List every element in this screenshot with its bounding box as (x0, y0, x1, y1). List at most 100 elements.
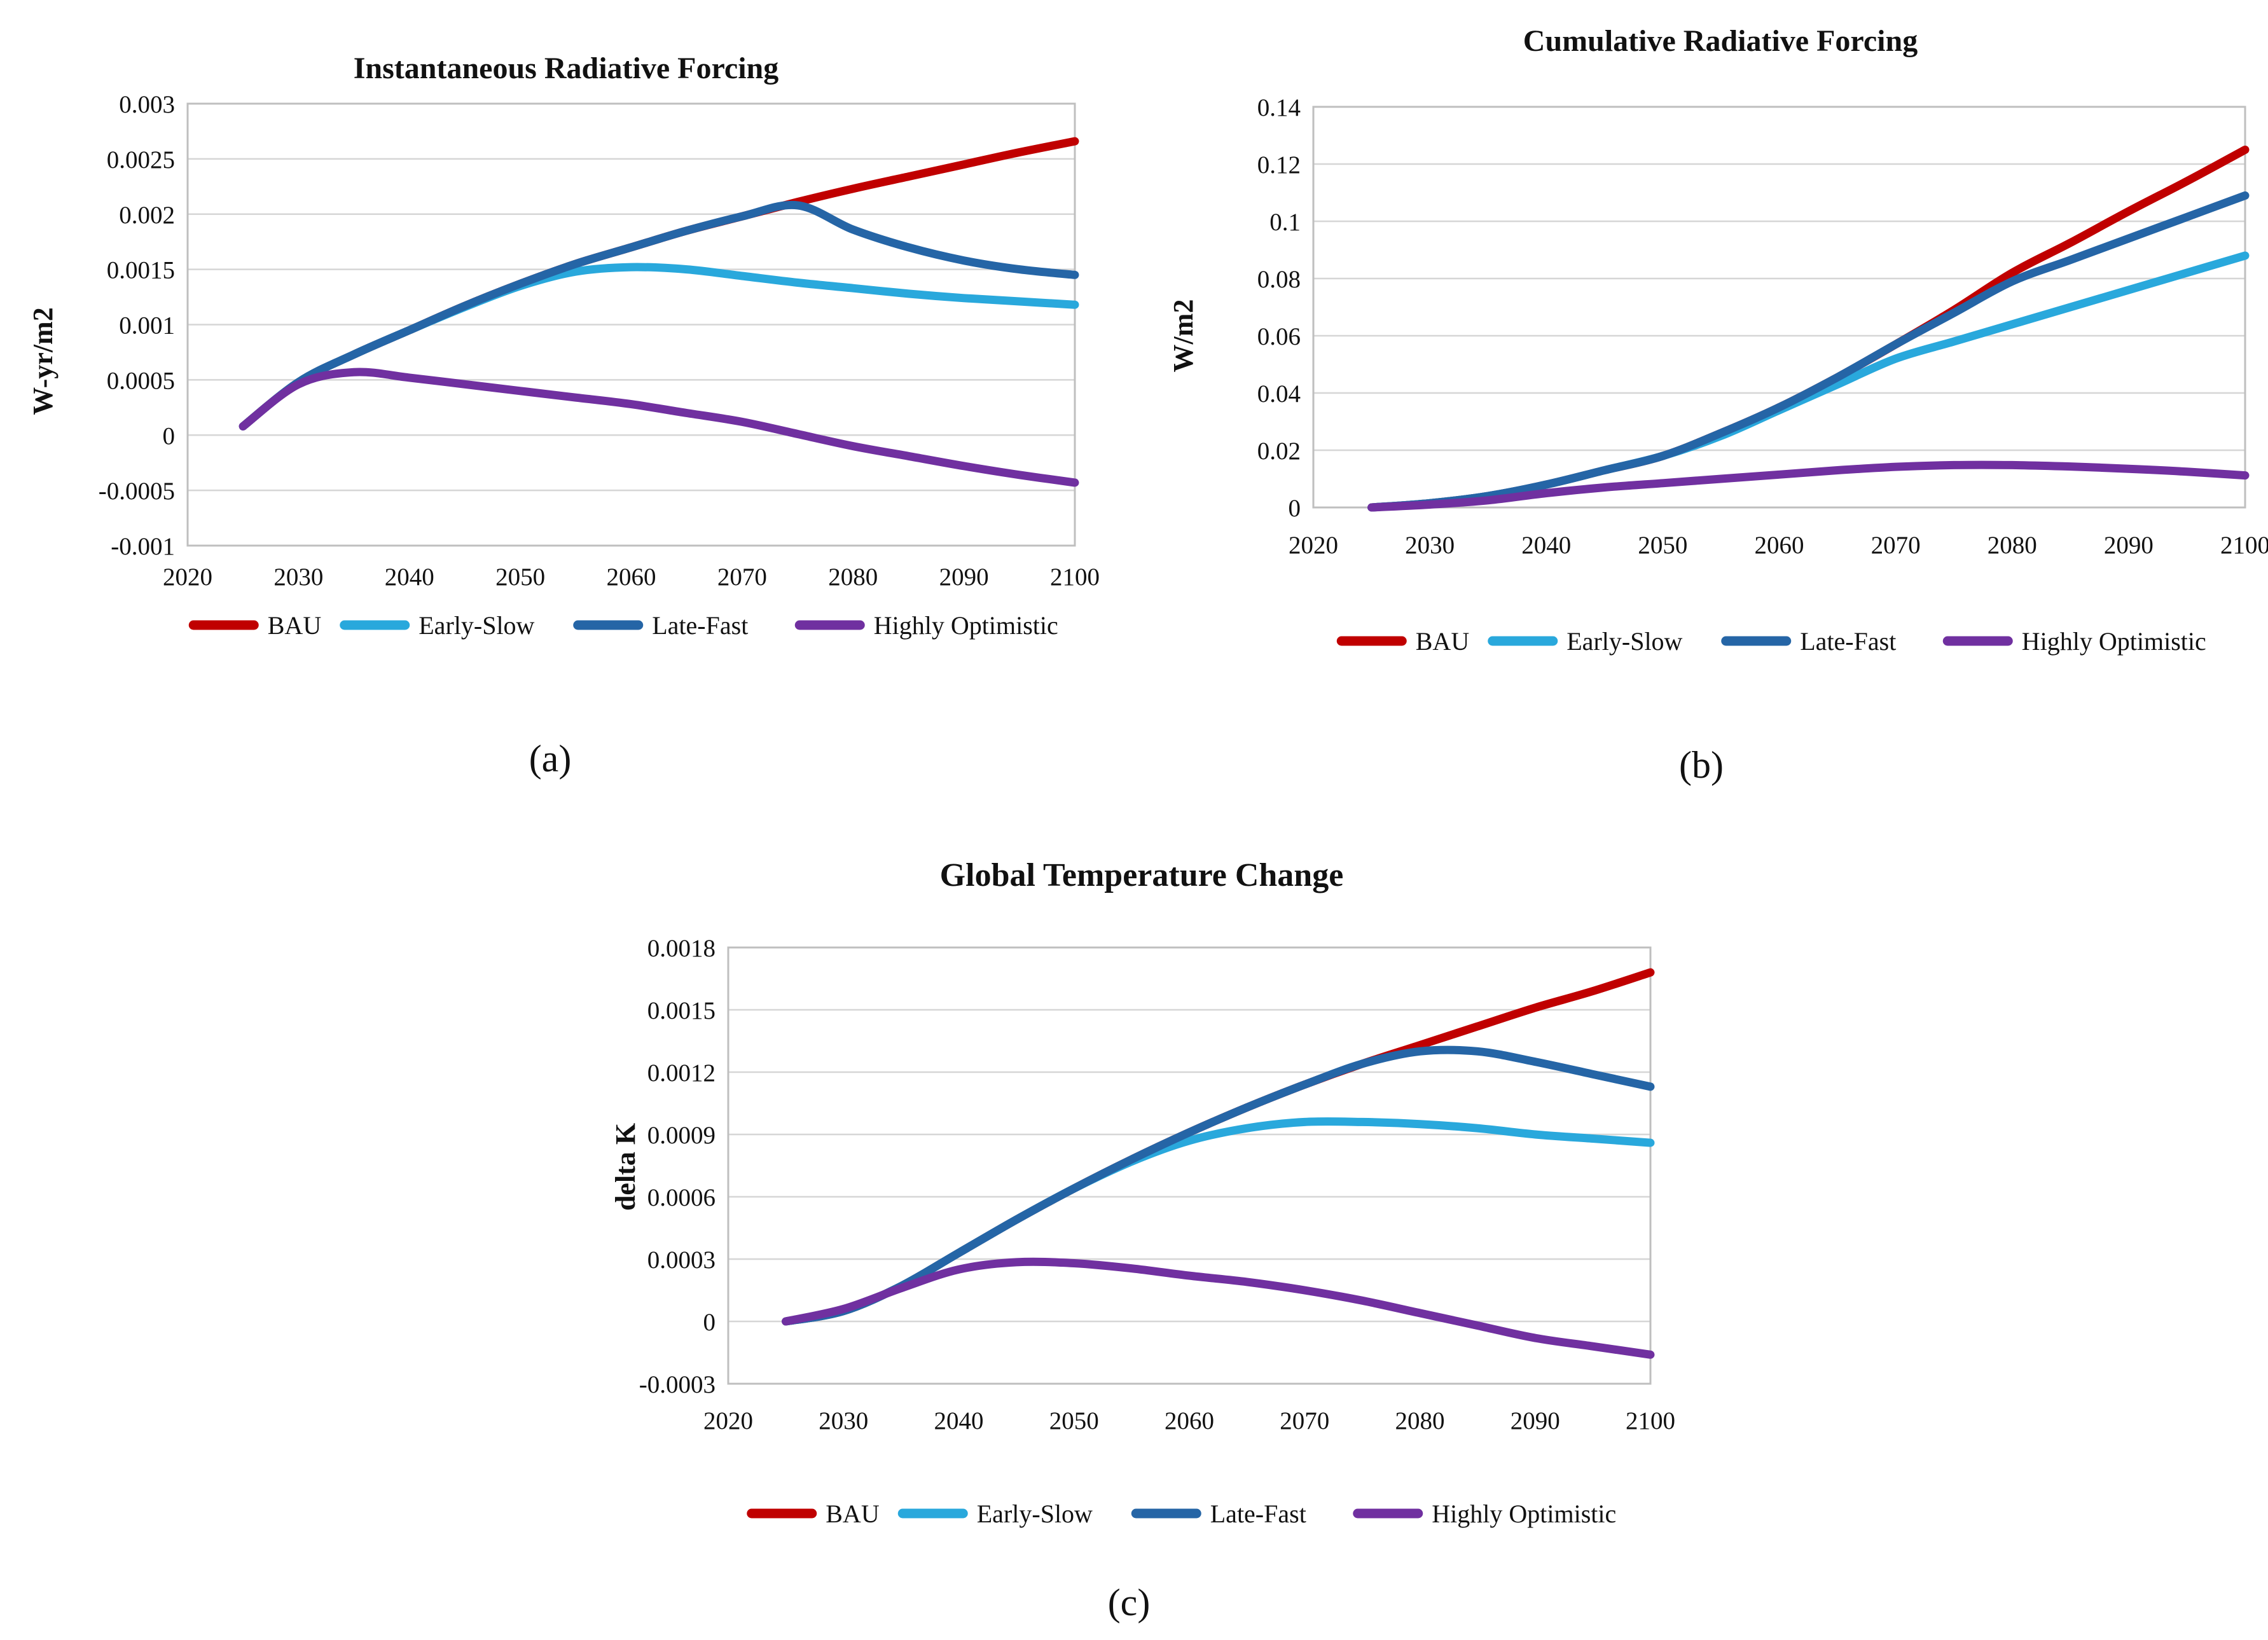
plot-border (186, 102, 1076, 547)
y-tick-label: 0.0006 (647, 1184, 716, 1211)
legend-label: Highly Optimistic (2022, 627, 2206, 656)
chart-c-plot-area: 0.0018 0.0015 0.0012 0.0009 0.0006 0.0003 0 -0.… (639, 935, 1675, 1528)
y-tick-label: 0.0012 (647, 1059, 716, 1087)
x-tick-label: 2090 (939, 563, 989, 591)
y-tick-label: 0.002 (119, 202, 175, 229)
y-tick-label: 0.12 (1257, 151, 1301, 179)
legend-color-chip (747, 1508, 817, 1519)
legend-label: Early-Slow (418, 611, 534, 640)
legend-item-late-fast: Late-Fast (573, 611, 748, 640)
x-tick-label: 2080 (1988, 532, 2037, 559)
x-tick-label: 2050 (1638, 532, 1687, 559)
x-tick-label: 2070 (1871, 532, 1921, 559)
x-tick-label: 2020 (1289, 532, 1338, 559)
legend-label: BAU (826, 1499, 880, 1528)
x-tick-label: 2070 (717, 563, 767, 591)
chart-c-title: Global Temperature Change (940, 857, 1344, 893)
y-tick-label: 0.003 (119, 91, 175, 118)
x-tick-label: 2050 (1049, 1407, 1099, 1435)
legend-item-late-fast: Late-Fast (1721, 627, 1896, 656)
x-tick-label: 2040 (385, 563, 434, 591)
legend-item-early-slow: Early-Slow (340, 611, 535, 640)
x-tick-label: 2100 (1050, 563, 1100, 591)
legend-color-chip (1336, 636, 1407, 646)
chart-b-plot-area: 0.14 0.12 0.1 0.08 0.06 0.04 0.02 0 2020 2030 2040… (1257, 94, 2268, 656)
x-tick-label: 2080 (828, 563, 878, 591)
x-tick-label: 2070 (1280, 1407, 1329, 1435)
chart-instantaneous-radiative-forcing: Instantaneous Radiative Forcing W-yr/m2 … (19, 5, 1119, 813)
x-tick-label: 2030 (1405, 532, 1455, 559)
chart-a-svg: Instantaneous Radiative Forcing W-yr/m2 … (27, 52, 1100, 780)
x-tick-label: 2030 (273, 563, 323, 591)
chart-global-temperature-change: Global Temperature Change delta K 0.0018… (566, 823, 1749, 1640)
chart-b-title: Cumulative Radiative Forcing (1523, 24, 1918, 58)
chart-b-y-axis-label: W/m2 (1168, 300, 1199, 373)
legend-item-early-slow: Early-Slow (897, 1499, 1093, 1528)
x-tick-label: 2060 (1755, 532, 1804, 559)
x-tick-label: 2040 (1521, 532, 1571, 559)
x-tick-label: 2080 (1395, 1407, 1445, 1435)
x-tick-label: 2100 (1626, 1407, 1675, 1435)
y-tick-label: 0.06 (1257, 323, 1301, 350)
y-tick-label: 0.0009 (647, 1122, 716, 1149)
y-tick-label: 0.04 (1257, 380, 1301, 408)
y-tick-label: 0.0005 (107, 367, 175, 394)
legend-item-bau: BAU (747, 1499, 880, 1528)
plot-border (727, 946, 1652, 1385)
x-tick-label: 2020 (703, 1407, 753, 1435)
series-line-late-fast (782, 1045, 1655, 1326)
y-tick-label: 0 (703, 1309, 716, 1336)
y-tick-label: 0.02 (1257, 438, 1301, 465)
y-tick-label: 0.0025 (107, 146, 175, 174)
legend-item-highly-optimistic: Highly Optimistic (794, 611, 1058, 640)
chart-b-svg: Cumulative Radiative Forcing W/m2 0.14 0.… (1168, 24, 2268, 786)
legend-label: Early-Slow (977, 1499, 1093, 1528)
series-line-highly-optimistic (1367, 460, 2250, 512)
x-tick-label: 2060 (1165, 1407, 1214, 1435)
chart-a-panel-label: (a) (529, 738, 572, 780)
y-tick-label: 0.001 (119, 312, 175, 340)
legend-item-highly-optimistic: Highly Optimistic (1353, 1499, 1616, 1528)
legend-color-chip (1353, 1508, 1423, 1519)
legend-color-chip (897, 1508, 968, 1519)
legend-item-bau: BAU (188, 611, 322, 640)
legend-item-late-fast: Late-Fast (1131, 1499, 1306, 1528)
legend-label: BAU (268, 611, 322, 640)
legend-label: Late-Fast (652, 611, 748, 640)
legend-item-bau: BAU (1336, 627, 1469, 656)
y-tick-label: 0.14 (1257, 94, 1301, 121)
legend-label: Highly Optimistic (1432, 1499, 1616, 1528)
y-tick-label: 0.1 (1269, 209, 1301, 236)
legend-color-chip (340, 620, 410, 630)
chart-a-y-axis-label: W-yr/m2 (27, 307, 59, 415)
legend-item-highly-optimistic: Highly Optimistic (1942, 627, 2206, 656)
y-tick-label: 0 (1289, 495, 1301, 522)
x-tick-label: 2100 (2220, 532, 2268, 559)
legend-color-chip (1131, 1508, 1201, 1519)
y-tick-label: 0.0015 (107, 257, 175, 284)
series-line-early-slow (782, 1117, 1655, 1326)
legend-color-chip (794, 620, 865, 630)
legend-color-chip (573, 620, 644, 630)
legend-label: Highly Optimistic (874, 611, 1058, 640)
x-tick-label: 2090 (1511, 1407, 1560, 1435)
legend-color-chip (188, 620, 259, 630)
y-tick-label: 0.0015 (647, 997, 716, 1024)
legend-label: Early-Slow (1566, 627, 1682, 656)
chart-a-plot-area: 0.003 0.0025 0.002 0.0015 0.001 0.0005 0 -0.000… (99, 91, 1100, 640)
series-line-highly-optimistic (239, 368, 1079, 487)
legend-color-chip (1488, 636, 1558, 646)
y-tick-label: 0.0003 (647, 1246, 716, 1274)
chart-c-panel-label: (c) (1108, 1581, 1151, 1623)
series-line-late-fast (1367, 191, 2250, 512)
x-tick-label: 2020 (163, 563, 212, 591)
x-tick-label: 2060 (607, 563, 656, 591)
y-tick-label: 0.0018 (647, 935, 716, 962)
legend-label: Late-Fast (1800, 627, 1896, 656)
y-tick-label: -0.001 (111, 533, 175, 560)
series-line-highly-optimistic (782, 1257, 1655, 1359)
legend-label: Late-Fast (1210, 1499, 1306, 1528)
chart-b-panel-label: (b) (1679, 744, 1724, 786)
chart-cumulative-radiative-forcing: Cumulative Radiative Forcing W/m2 0.14 0.… (1158, 5, 2268, 813)
chart-c-y-axis-label: delta K (610, 1123, 641, 1211)
